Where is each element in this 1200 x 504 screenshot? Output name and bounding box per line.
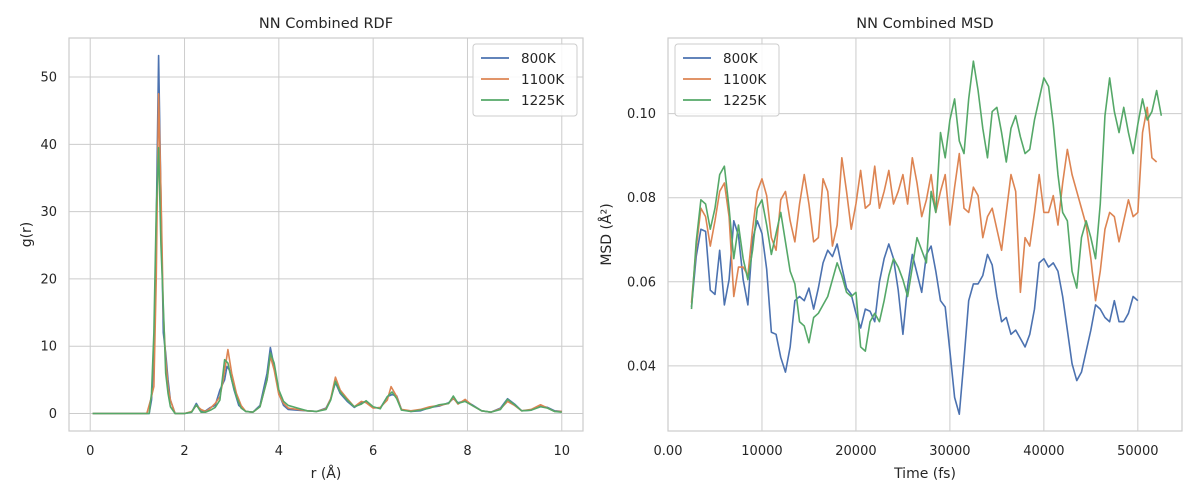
axes-frame	[667, 37, 1183, 432]
y-tick-label: 0	[49, 407, 57, 422]
y-tick-label: 40	[40, 138, 57, 153]
x-axis-label: Time (fs)	[893, 466, 956, 482]
chart-title: NN Combined MSD	[856, 16, 993, 32]
x-tick-label: 0	[86, 444, 94, 459]
series-line-800K	[690, 220, 1139, 415]
x-tick-label: 20000	[835, 444, 876, 459]
legend-label: 800K	[521, 51, 557, 67]
legend: 800K 1100K 1225K	[674, 43, 780, 117]
legend-label: 1225K	[723, 93, 767, 109]
legend-box	[674, 43, 780, 117]
y-tick-label: 30	[40, 205, 57, 220]
rdf-panel: 0 2 4 6 8 10 0 10 20 30 40 50 NN Combined RDF r (Å) g(…	[19, 16, 584, 482]
y-tick-label: 0.08	[627, 191, 656, 206]
chart-title: NN Combined RDF	[259, 16, 393, 32]
x-tick-label: 4	[275, 444, 283, 459]
legend-label: 1100K	[521, 72, 565, 88]
x-tick-label: 0.00	[654, 444, 683, 459]
x-tick-label: 10000	[741, 444, 782, 459]
y-tick-label: 0.06	[627, 275, 656, 290]
x-tick-label: 6	[369, 444, 377, 459]
series-line-1100K	[690, 106, 1158, 303]
x-tick-label: 10	[554, 444, 571, 459]
msd-panel: 0.00 10000 20000 30000 40000 50000 0.04 0.06 0.0…	[598, 16, 1183, 482]
legend: 800K 1100K 1225K	[472, 43, 578, 117]
x-tick-label: 40000	[1023, 444, 1064, 459]
x-tick-label: 2	[180, 444, 188, 459]
y-tick-label: 0.04	[627, 359, 656, 374]
x-tick-label: 50000	[1117, 444, 1158, 459]
x-tick-label: 30000	[929, 444, 970, 459]
y-axis-label: MSD (Å²)	[598, 203, 615, 265]
y-tick-label: 20	[40, 272, 57, 287]
legend-box	[472, 43, 578, 117]
y-tick-label: 10	[40, 340, 57, 355]
legend-label: 1225K	[521, 93, 565, 109]
y-axis-label: g(r)	[19, 222, 35, 248]
y-tick-label: 0.10	[627, 107, 656, 122]
series-line-1225K	[690, 60, 1163, 352]
legend-label: 1100K	[723, 72, 767, 88]
series-line-1100K	[92, 93, 562, 415]
axes-frame	[68, 37, 584, 432]
legend-label: 800K	[723, 51, 759, 67]
y-tick-label: 50	[40, 71, 57, 86]
x-axis-label: r (Å)	[311, 465, 342, 482]
series-line-1225K	[92, 146, 562, 415]
x-tick-label: 8	[463, 444, 471, 459]
